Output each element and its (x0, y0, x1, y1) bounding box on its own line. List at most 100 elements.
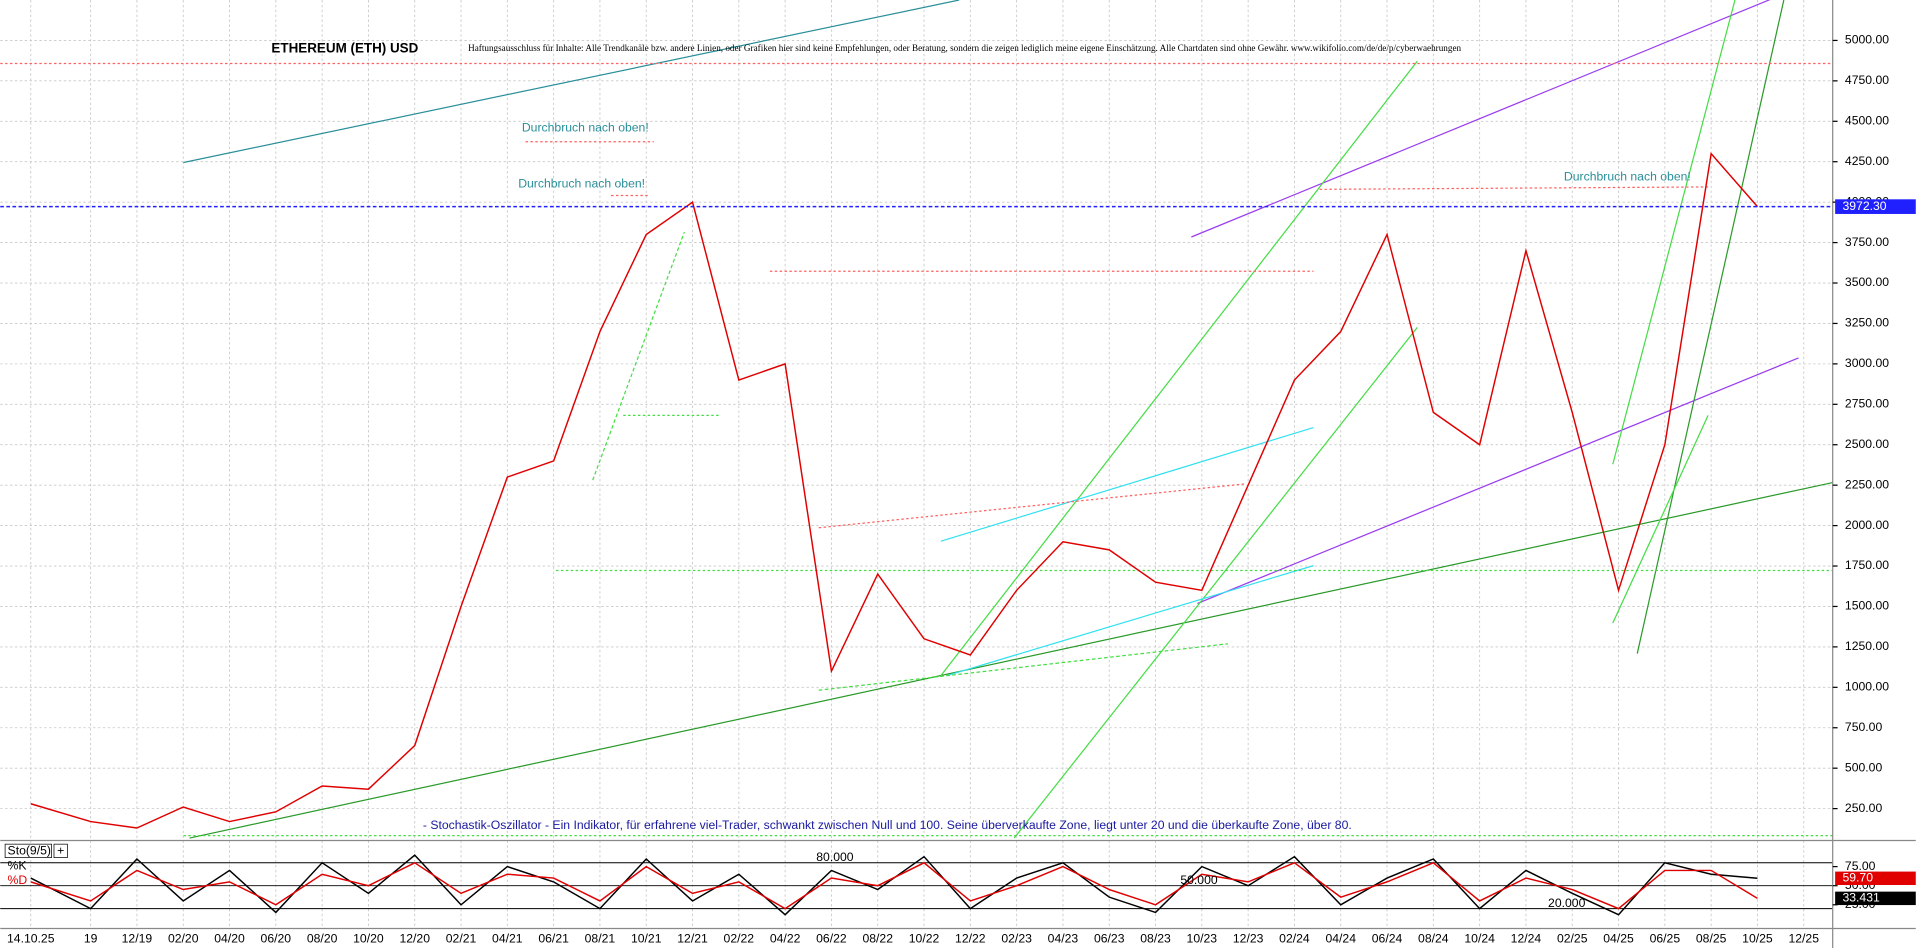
y-tick-label: 4500.00 (1845, 114, 1889, 128)
y-tick-label: 2500.00 (1845, 437, 1889, 451)
x-tick-label: 08/22 (862, 932, 893, 946)
y-tick-label: 4250.00 (1845, 154, 1889, 168)
x-tick-label: 08/25 (1696, 932, 1727, 946)
series-line (30, 854, 1758, 916)
series-line (30, 151, 1758, 829)
y-tick-label: 2250.00 (1845, 477, 1889, 491)
x-tick-label: 04/24 (1325, 932, 1356, 946)
y-tick-label: 3500.00 (1845, 275, 1889, 289)
x-tick-label: 08/24 (1418, 932, 1449, 946)
x-tick-label: 08/20 (307, 932, 338, 946)
x-tick-label: 02/25 (1557, 932, 1588, 946)
y-tick-label: 2750.00 (1845, 397, 1889, 411)
annotation: Durchbruch nach oben! (522, 120, 649, 134)
x-tick-label: 14.10.25 (7, 932, 55, 946)
x-tick-label: 10/25 (1742, 932, 1773, 946)
trend-line (1197, 357, 1799, 605)
trend-line (1191, 0, 1771, 238)
y-tick-label: 75.00 (1845, 859, 1876, 873)
level-label: 80.000 (816, 850, 854, 864)
x-tick-label: 06/24 (1372, 932, 1403, 946)
current-value-box (1835, 891, 1916, 906)
indicator-description: - Stochastik-Oszillator - Ein Indikator,… (423, 818, 1352, 832)
legend-entry: %D (8, 873, 28, 887)
trend-line (592, 231, 685, 481)
chart-title: ETHEREUM (ETH) USD (271, 40, 418, 55)
y-tick-label: 2000.00 (1845, 518, 1889, 532)
y-tick-label: 5000.00 (1845, 33, 1889, 47)
indicator-box (4, 843, 52, 858)
x-tick-label: 06/21 (538, 932, 569, 946)
trend-line (1636, 0, 1785, 654)
x-tick-label: 08/21 (585, 932, 616, 946)
y-tick-label: 1750.00 (1845, 558, 1889, 572)
annotation: Durchbruch nach oben! (518, 177, 645, 191)
grid (0, 0, 1833, 929)
y-tick-label: 1500.00 (1845, 599, 1889, 613)
last-price-label: 3972.30 (1842, 199, 1886, 213)
series-line (30, 861, 1758, 910)
trend-line (1319, 186, 1711, 190)
x-tick-label: 04/20 (214, 932, 245, 946)
x-tick-label: 06/22 (816, 932, 847, 946)
y-tick-label: 3250.00 (1845, 316, 1889, 330)
trend-line (1612, 415, 1709, 624)
trend-line (1612, 0, 1736, 465)
current-value-box (1835, 871, 1916, 886)
y-tick-label: 250.00 (1845, 801, 1883, 815)
level-label: 20.000 (1548, 896, 1586, 910)
last-price-box (1835, 199, 1916, 214)
x-tick-label: 02/22 (724, 932, 755, 946)
y-tick-label: 3000.00 (1845, 356, 1889, 370)
x-tick-label: 08/23 (1140, 932, 1171, 946)
trend-line (183, 0, 960, 164)
trend-line (818, 643, 1229, 691)
y-tick-label: 4750.00 (1845, 73, 1889, 87)
x-tick-label: 10/20 (353, 932, 384, 946)
x-tick-label: 10/22 (909, 932, 940, 946)
x-tick-label: 10/24 (1464, 932, 1495, 946)
disclaimer: Haftungsausschluss für Inhalte: Alle Tre… (468, 43, 1461, 53)
x-tick-label: 12/25 (1788, 932, 1819, 946)
x-tick-label: 04/23 (1048, 932, 1079, 946)
y-tick-label: 750.00 (1845, 720, 1883, 734)
x-tick-label: 12/19 (122, 932, 153, 946)
indicator-toggle[interactable] (53, 843, 68, 858)
x-tick-label: 02/23 (1001, 932, 1032, 946)
x-tick-label: 02/24 (1279, 932, 1310, 946)
indicator-toggle-icon: + (57, 844, 64, 858)
x-tick-label: 06/23 (1094, 932, 1125, 946)
y-tick-label: 3750.00 (1845, 235, 1889, 249)
x-tick-label: 04/21 (492, 932, 523, 946)
x-tick-label: 04/22 (770, 932, 801, 946)
trend-line (940, 60, 1418, 676)
current-value-label: 59.70 (1842, 871, 1873, 885)
x-tick-label: 02/20 (168, 932, 199, 946)
trend-lines (0, 0, 1833, 839)
trend-line (940, 426, 1314, 542)
indicator-title: Sto(9/5) (8, 844, 51, 858)
trend-line (1013, 327, 1418, 839)
x-tick-label: 02/21 (446, 932, 477, 946)
y-tick-label: 500.00 (1845, 760, 1883, 774)
x-tick-label: 06/20 (261, 932, 292, 946)
trend-line (946, 565, 1314, 677)
y-tick-label: 1250.00 (1845, 639, 1889, 653)
x-tick-label: 12/21 (677, 932, 708, 946)
x-tick-label: 06/25 (1650, 932, 1681, 946)
current-value-label: 33.431 (1842, 891, 1880, 905)
x-tick-label: 04/25 (1603, 932, 1634, 946)
x-tick-label: 12/22 (955, 932, 986, 946)
x-tick-label: 12/23 (1233, 932, 1264, 946)
trend-line (818, 483, 1247, 529)
x-tick-label: 10/23 (1187, 932, 1218, 946)
annotation: Durchbruch nach oben! (1564, 169, 1691, 183)
x-tick-label: 12/20 (399, 932, 430, 946)
x-tick-label: 12/24 (1511, 932, 1542, 946)
x-tick-label: 19 (84, 932, 98, 946)
legend-entry: %K (8, 858, 27, 872)
x-tick-label: 10/21 (631, 932, 662, 946)
level-label: 50.000 (1180, 873, 1218, 887)
y-tick-label: 1000.00 (1845, 680, 1889, 694)
